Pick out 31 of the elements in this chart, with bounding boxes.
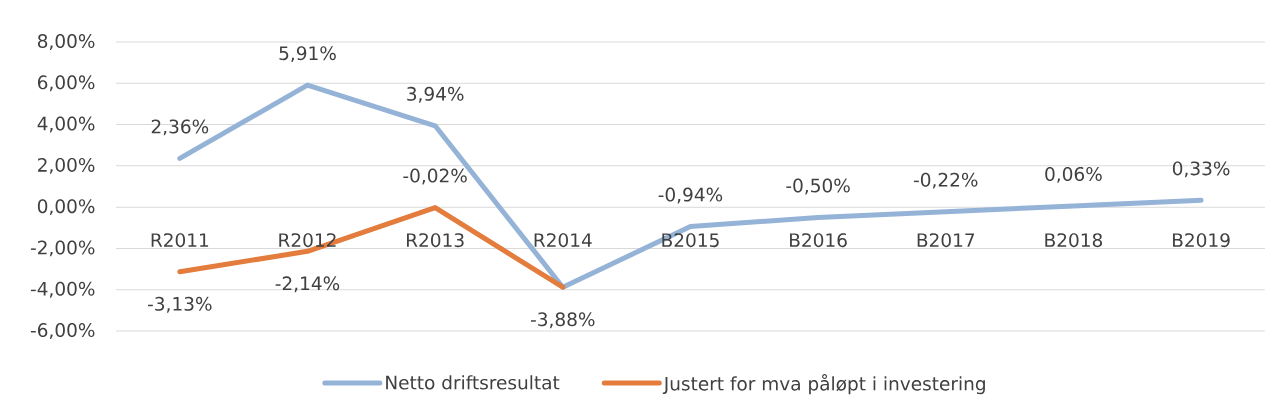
data-label: 3,94%	[407, 86, 464, 103]
x-tick-label: R2012	[279, 233, 336, 248]
x-tick-label: R2011	[151, 233, 209, 248]
x-tick-label: B2016	[790, 233, 847, 248]
y-tick-label: 4,00%	[37, 116, 95, 133]
y-tick-label: -6,00%	[30, 323, 95, 339]
x-tick-label: B2018	[1045, 233, 1103, 248]
x-tick-label: R2014	[534, 233, 592, 248]
y-tick-label: 6,00%	[37, 75, 95, 92]
data-label: -0,22%	[913, 172, 978, 189]
data-label: 0,06%	[1045, 166, 1102, 183]
legend-label: Netto driftsresultat	[386, 375, 560, 390]
y-tick-label: 0,00%	[37, 199, 95, 216]
data-label: 0,33%	[1172, 161, 1230, 178]
x-tick-label: R2013	[406, 233, 464, 248]
data-label: -0,94%	[658, 187, 723, 204]
x-tick-label: B2017	[917, 233, 975, 248]
x-tick-label: B2019	[1173, 233, 1230, 248]
data-label: -2,14%	[275, 276, 340, 293]
x-tick-label: B2015	[662, 233, 719, 248]
y-tick-label: -2,00%	[30, 240, 95, 257]
y-tick-label: 2,00%	[38, 157, 95, 174]
data-label: 2,36%	[151, 119, 209, 136]
data-label: -0,50%	[786, 178, 850, 195]
data-label: -3,13%	[148, 296, 212, 313]
legend-label: Justert for mva påløpt i investering	[662, 374, 985, 395]
data-label: 5,91%	[279, 46, 336, 63]
y-tick-label: -4,00%	[30, 281, 95, 298]
y-tick-label: 8,00%	[37, 34, 95, 50]
data-label: -0,02%	[403, 168, 467, 185]
data-label: -3,88%	[530, 312, 595, 329]
